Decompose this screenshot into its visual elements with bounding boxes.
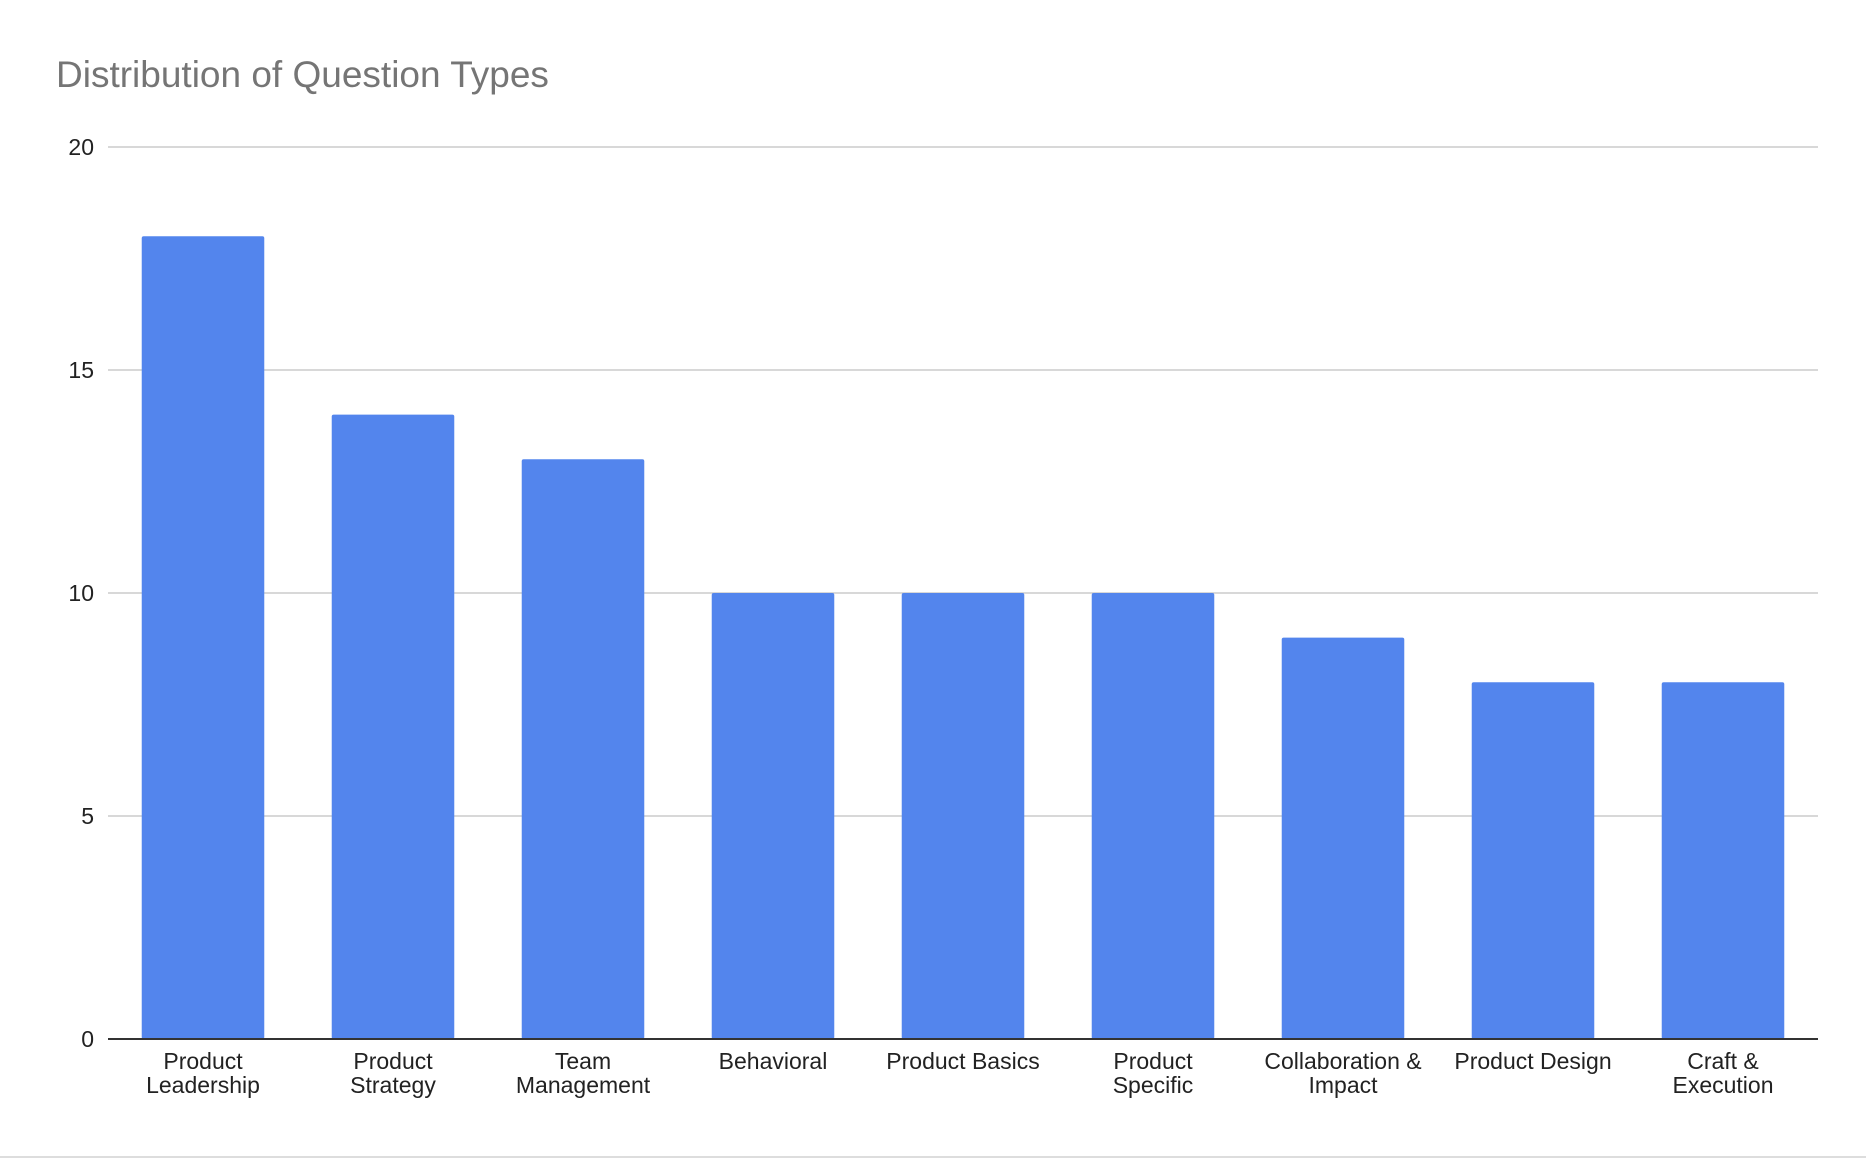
x-category-label: Product Leadership	[146, 1048, 260, 1098]
x-category-label: Product Specific	[1113, 1048, 1194, 1098]
chart-title: Distribution of Question Types	[56, 54, 549, 95]
bar	[331, 414, 455, 1040]
x-category-label: Product Basics	[886, 1048, 1039, 1074]
x-category-label: Behavioral	[719, 1048, 828, 1074]
bar	[141, 236, 265, 1039]
bar	[901, 593, 1025, 1039]
bar	[1661, 682, 1785, 1039]
y-axis-tick-labels: 0 5 10 15 20	[68, 134, 94, 1052]
bar	[711, 593, 835, 1039]
x-category-label: Craft & Execution	[1672, 1048, 1773, 1098]
bars	[141, 236, 1785, 1040]
x-category-label: Collaboration & Impact	[1264, 1048, 1421, 1098]
x-axis-category-labels: Product Leadership Product Strategy Team Mana…	[146, 1048, 1773, 1098]
y-tick-label: 20	[68, 134, 94, 160]
y-tick-label: 10	[68, 580, 94, 606]
bar	[521, 459, 645, 1039]
bar	[1281, 637, 1405, 1039]
y-tick-label: 0	[81, 1026, 94, 1052]
bar	[1091, 593, 1215, 1039]
x-category-label: Product Strategy	[350, 1048, 436, 1098]
y-tick-label: 15	[68, 357, 94, 383]
x-category-label: Product Design	[1454, 1048, 1611, 1074]
bar	[1471, 682, 1595, 1039]
x-category-label: Team Management	[516, 1048, 651, 1098]
y-tick-label: 5	[81, 803, 94, 829]
